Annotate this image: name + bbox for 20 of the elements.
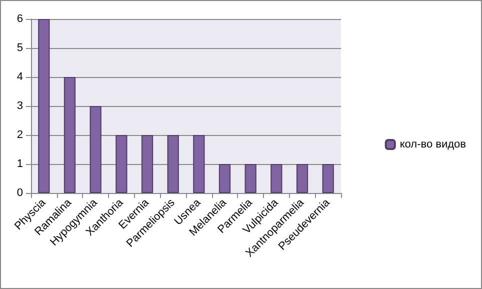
bar: [270, 164, 282, 193]
y-tick-label: 3: [16, 100, 23, 112]
bar: [141, 135, 154, 193]
bar: [244, 164, 256, 193]
bar: [90, 106, 102, 193]
y-tick-label: 0: [16, 187, 23, 199]
bar: [218, 164, 231, 193]
bar: [322, 164, 334, 193]
y-tick-label: 2: [16, 129, 23, 141]
bar: [296, 164, 308, 193]
bar: [193, 135, 205, 193]
bar: [64, 77, 76, 193]
bar: [167, 135, 179, 193]
legend-label: кол-во видов: [400, 138, 466, 150]
y-tick-label: 5: [16, 42, 23, 54]
y-tick-label: 1: [16, 158, 23, 170]
y-tick-label: 4: [16, 71, 23, 83]
bar: [116, 135, 128, 193]
bar: [38, 19, 50, 193]
y-tick-label: 6: [16, 13, 23, 25]
